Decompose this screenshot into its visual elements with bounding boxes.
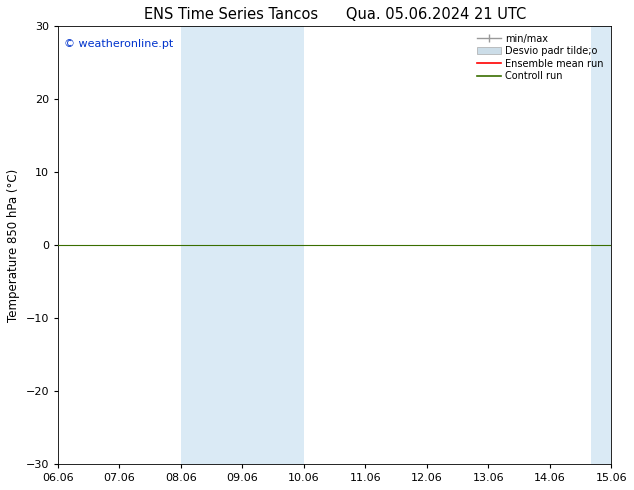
Title: ENS Time Series Tancos      Qua. 05.06.2024 21 UTC: ENS Time Series Tancos Qua. 05.06.2024 2… <box>143 7 526 22</box>
Bar <box>591 26 634 464</box>
Y-axis label: Temperature 850 hPa (°C): Temperature 850 hPa (°C) <box>7 169 20 321</box>
Bar <box>181 26 304 464</box>
Text: © weatheronline.pt: © weatheronline.pt <box>63 39 173 49</box>
Legend: min/max, Desvio padr tilde;o, Ensemble mean run, Controll run: min/max, Desvio padr tilde;o, Ensemble m… <box>474 31 606 84</box>
